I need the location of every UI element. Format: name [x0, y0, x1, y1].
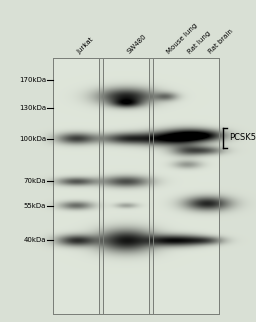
- Text: Mouse lung: Mouse lung: [166, 22, 199, 55]
- Text: SW480: SW480: [126, 33, 148, 55]
- Text: 100kDa: 100kDa: [19, 136, 46, 142]
- Text: Rat lung: Rat lung: [187, 30, 212, 55]
- Text: 55kDa: 55kDa: [24, 203, 46, 209]
- Text: 170kDa: 170kDa: [19, 77, 46, 83]
- Text: 70kDa: 70kDa: [23, 178, 46, 185]
- Text: PCSK5: PCSK5: [229, 133, 256, 142]
- Text: 130kDa: 130kDa: [19, 105, 46, 111]
- Text: Rat brain: Rat brain: [207, 28, 234, 55]
- Text: 40kDa: 40kDa: [24, 237, 46, 243]
- Text: Jurkat: Jurkat: [76, 36, 95, 55]
